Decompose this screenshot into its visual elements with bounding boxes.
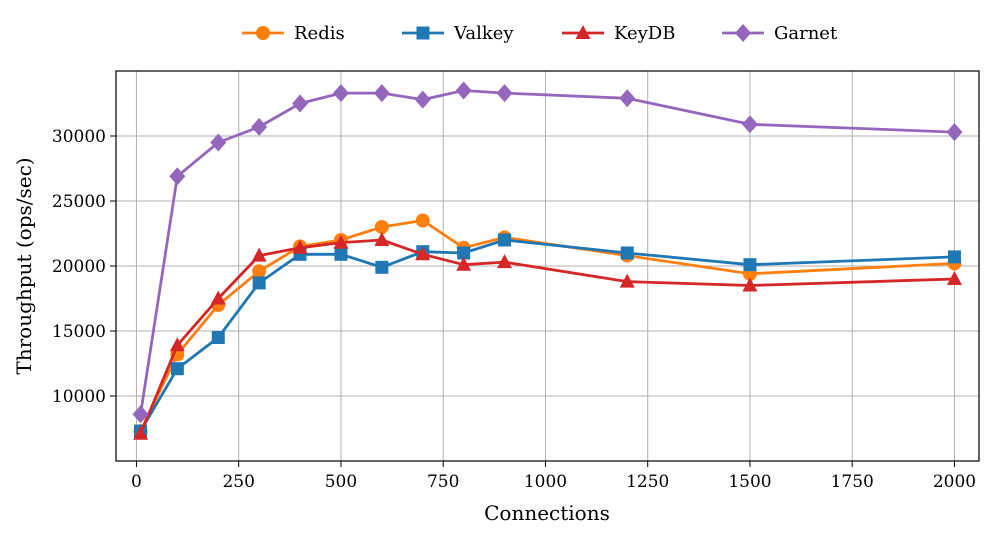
legend-label-garnet: Garnet <box>774 23 838 44</box>
data-point-keydb <box>619 273 635 288</box>
data-point-redis <box>252 264 267 279</box>
series-line-redis <box>139 219 955 432</box>
series-line-garnet <box>139 89 955 415</box>
data-point-keydb <box>374 232 390 246</box>
data-point-keydb <box>497 254 513 269</box>
grid <box>116 71 979 461</box>
data-point-keydb <box>210 290 226 305</box>
data-point-keydb <box>415 246 431 261</box>
x-tick-label: 1250 <box>626 472 669 492</box>
data-point-valkey <box>170 362 184 376</box>
x-tick-label: 1500 <box>728 472 771 492</box>
data-point-keydb <box>946 271 962 285</box>
legend-item-keydb: KeyDB <box>562 23 675 44</box>
data-point-redis <box>415 213 430 228</box>
data-point-keydb <box>742 277 758 292</box>
legend-marker-keydb <box>575 25 591 39</box>
data-point-garnet <box>210 133 227 152</box>
y-tick-label: 30000 <box>52 127 106 147</box>
data-point-valkey <box>375 260 389 274</box>
data-point-valkey <box>457 246 471 260</box>
x-tick-label: 500 <box>325 472 357 492</box>
y-tick-label: 20000 <box>52 257 106 277</box>
x-tick-label: 1750 <box>831 472 874 492</box>
y-tick-label: 10000 <box>52 387 106 407</box>
data-point-garnet <box>946 123 963 142</box>
data-point-valkey <box>620 246 634 260</box>
x-axis-label: Connections <box>484 501 610 525</box>
legend-marker-redis <box>256 26 270 40</box>
legend-item-valkey: Valkey <box>402 23 514 44</box>
data-point-garnet <box>169 167 186 186</box>
legend-label-valkey: Valkey <box>453 23 514 44</box>
data-point-valkey <box>211 331 225 344</box>
legend-item-garnet: Garnet <box>722 23 838 44</box>
data-point-valkey <box>743 258 757 272</box>
data-point-garnet <box>373 84 390 103</box>
legend-marker-valkey <box>416 26 430 40</box>
legend-marker-garnet <box>735 24 751 42</box>
legend-label-redis: Redis <box>294 23 345 44</box>
y-axis-label: Throughput (ops/sec) <box>12 157 36 374</box>
legend-item-redis: Redis <box>242 23 345 44</box>
data-point-keydb <box>456 256 472 271</box>
x-tick-label: 250 <box>222 472 254 492</box>
data-point-keydb <box>169 337 185 352</box>
data-point-garnet <box>251 117 268 136</box>
data-point-garnet <box>414 90 431 109</box>
data-point-garnet <box>741 115 758 134</box>
data-point-keydb <box>292 239 308 254</box>
x-tick-label: 2000 <box>933 472 976 492</box>
data-point-garnet <box>619 89 636 108</box>
series-redis <box>133 213 962 439</box>
series-lines <box>132 81 963 440</box>
data-point-redis <box>374 220 389 234</box>
data-point-garnet <box>132 405 149 424</box>
legend: Redis Valkey KeyDB Garnet <box>242 23 838 44</box>
x-tick-label: 0 <box>131 472 142 492</box>
data-point-garnet <box>292 94 309 113</box>
axis-ticks: 0 250 500 750 1000 1250 1500 1750 2000 10000 15000… <box>52 127 976 492</box>
series-garnet <box>132 81 963 424</box>
series-valkey <box>134 233 961 438</box>
data-point-garnet <box>496 84 513 103</box>
data-point-keydb <box>333 234 349 249</box>
x-tick-label: 750 <box>427 472 459 492</box>
x-tick-label: 1000 <box>524 472 567 492</box>
data-point-garnet <box>332 84 349 103</box>
y-tick-label: 15000 <box>52 322 106 342</box>
y-tick-label: 25000 <box>52 192 106 212</box>
data-point-valkey <box>334 247 348 261</box>
data-point-keydb <box>133 425 149 440</box>
data-point-valkey <box>252 276 266 290</box>
data-point-garnet <box>455 81 472 100</box>
data-point-valkey <box>498 233 512 247</box>
data-point-keydb <box>251 247 267 262</box>
legend-label-keydb: KeyDB <box>614 23 675 44</box>
series-keydb <box>133 232 962 440</box>
data-point-valkey <box>947 250 961 264</box>
